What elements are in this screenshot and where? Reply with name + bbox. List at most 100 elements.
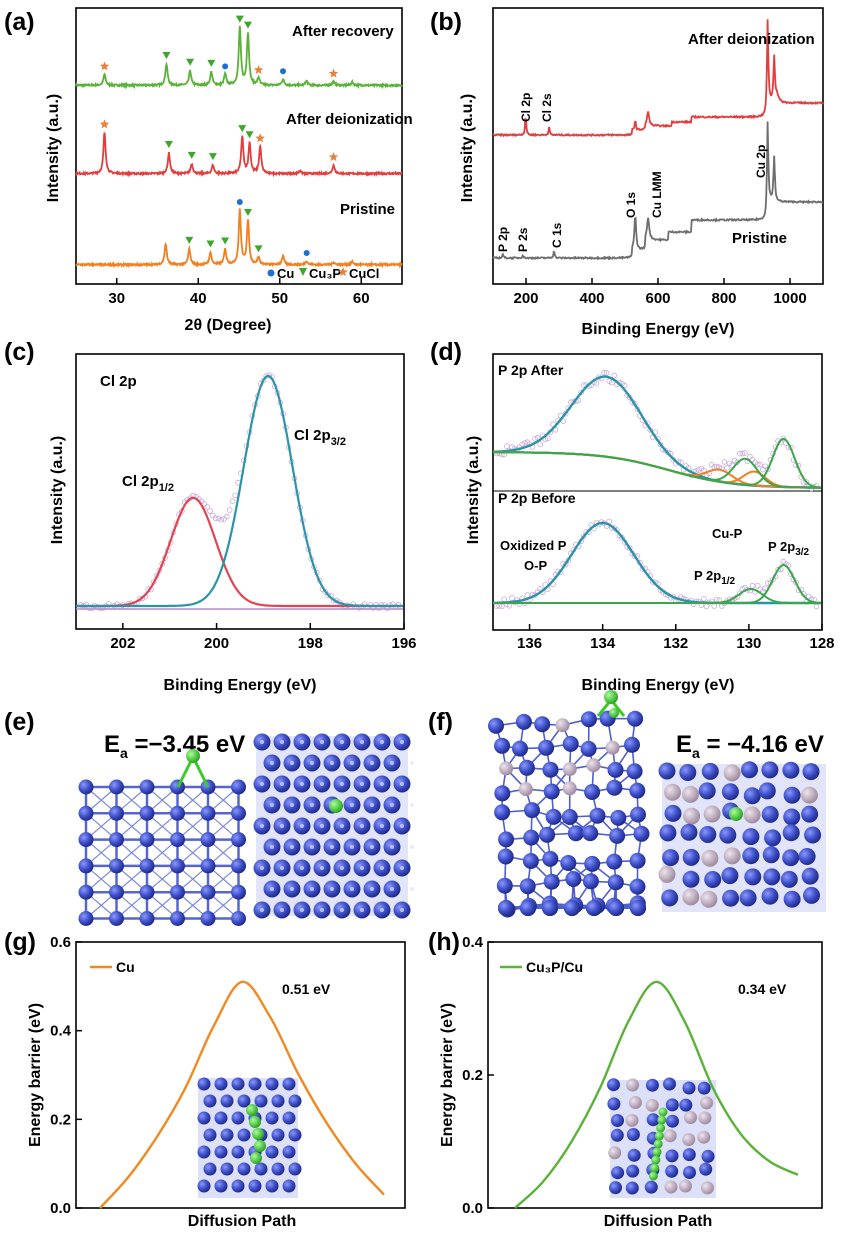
highlight [290, 887, 294, 891]
cu-atom [627, 1148, 641, 1162]
highlight [280, 824, 284, 828]
panel-a: (a) 30 40 50 60 After recovery After deioni… [4, 7, 413, 334]
cu-atom [170, 884, 185, 900]
data-point [724, 465, 730, 471]
highlight [350, 761, 354, 765]
y-label-b: Intensity (a.u.) [459, 94, 476, 202]
curves-a [75, 25, 403, 269]
cu-atom [611, 1166, 625, 1180]
cu-atom [562, 735, 579, 752]
cu-atom [606, 853, 623, 870]
x-label-g: Diffusion Path [188, 1213, 296, 1230]
cu-atom [584, 784, 601, 800]
cu-atom [589, 807, 606, 824]
label-after-deionization-b: After deionization [688, 31, 815, 48]
x-tick-label: 30 [108, 290, 125, 307]
cu-atom [534, 716, 551, 733]
markers-a [99, 15, 339, 257]
y-label-d: Intensity (a.u.) [465, 436, 482, 544]
data-point [749, 582, 756, 589]
cu-atom [78, 805, 94, 821]
annot-o1s: O 1s [624, 192, 638, 218]
highlight [400, 866, 404, 870]
cu-atom [627, 710, 644, 727]
highlight [410, 845, 414, 849]
cu-atom [524, 802, 540, 819]
highlight [380, 866, 384, 870]
data-point [537, 441, 543, 448]
cu-atom [584, 855, 601, 872]
cu-atom [231, 779, 246, 795]
p-atom [697, 1130, 711, 1144]
x-tick-label: 128 [809, 635, 834, 652]
x-ticks-a: 30 40 50 60 [108, 278, 370, 307]
highlight [340, 908, 344, 912]
highlight [340, 866, 344, 870]
cu-atom [109, 805, 124, 821]
cu-atom [564, 900, 580, 916]
cu-atom [109, 858, 124, 874]
p-atom [586, 758, 601, 773]
highlight [360, 908, 364, 912]
fit-p2p32-before [493, 563, 821, 604]
p-atom [700, 890, 718, 908]
x-tick-label: 132 [663, 635, 688, 652]
cu-atom [220, 1094, 234, 1108]
cu-atom [542, 761, 559, 778]
cu-atom [607, 761, 624, 778]
p-atom [682, 785, 699, 803]
cu-atom [265, 1179, 279, 1193]
cu-atom [203, 1094, 217, 1108]
p-atom [703, 805, 721, 823]
label-cl2p32: Cl 2p3/2 [294, 427, 346, 448]
highlight [320, 866, 324, 870]
cu-atom [271, 1162, 285, 1176]
cu-atom [520, 900, 536, 916]
p-atom [682, 888, 700, 906]
cu-atom [170, 779, 185, 795]
p-atom [679, 1179, 692, 1193]
cu-atom [282, 1179, 296, 1193]
cu-atom [214, 1179, 228, 1193]
xrd-curve-1 [75, 132, 403, 178]
highlight [340, 740, 344, 744]
p-atom [701, 849, 719, 867]
highlight [360, 782, 364, 786]
cu-atom [567, 825, 584, 842]
cu-atom [231, 1145, 245, 1159]
cu-atom [494, 785, 511, 802]
highlight [410, 887, 414, 891]
cu-atom [203, 1162, 217, 1176]
data-point [521, 440, 528, 446]
cu-atom [109, 884, 124, 900]
label-pristine-b: Pristine [732, 230, 787, 247]
fit-curves-d [492, 375, 822, 605]
cu-atom [780, 870, 798, 888]
cu-atom [682, 1081, 696, 1095]
cu-atom [519, 878, 536, 895]
cu-atom [801, 805, 819, 823]
cu-atom [680, 823, 698, 841]
y-label-a: Intensity (a.u.) [45, 94, 62, 202]
panel-h: (h) 0.0 0.2 0.4 Cu₃P/Cu 0.34 eV Diffusion … [428, 928, 823, 1230]
cu-atom [609, 1181, 622, 1195]
highlight [310, 803, 314, 807]
cu-atom [607, 1078, 620, 1092]
annot-p2p: P 2p [496, 227, 510, 252]
cu3p-marker [187, 151, 196, 159]
cucl-marker [253, 65, 264, 74]
highlight [280, 782, 284, 786]
cu-atom [78, 911, 94, 926]
cu-atom [139, 805, 155, 821]
cu-atom [629, 878, 646, 895]
x-tick-label: 134 [590, 635, 616, 652]
title-p2p-before: P 2p Before [498, 490, 576, 506]
cu-atom [518, 759, 535, 776]
x-tick-label: 1000 [773, 290, 806, 307]
cu-atom [282, 1145, 296, 1159]
cu-atom [741, 761, 758, 779]
cu-atom [607, 874, 624, 891]
highlight [320, 824, 324, 828]
cu-atom [608, 900, 624, 916]
cu-atom [78, 858, 94, 874]
